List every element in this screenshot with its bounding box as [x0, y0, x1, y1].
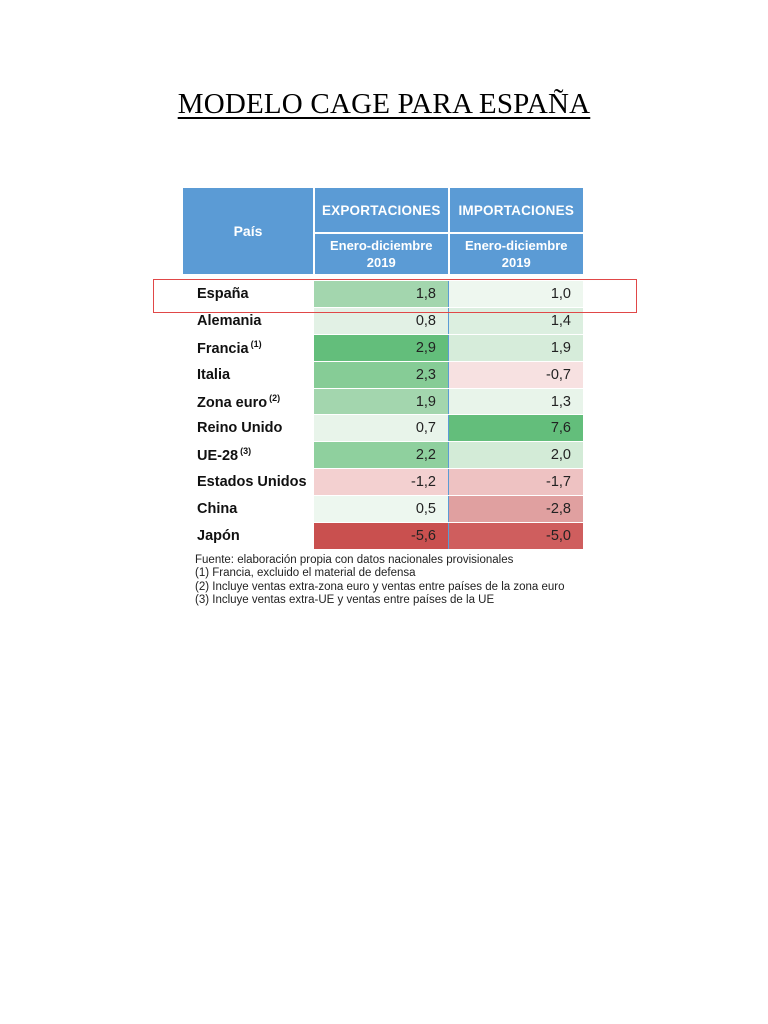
header-imports-period-line1: Enero-diciembre	[464, 238, 568, 253]
table-row: Reino Unido 0,7 7,6	[183, 414, 583, 443]
source-note: Fuente: elaboración propia con datos nac…	[195, 553, 514, 566]
exports-value: 0,8	[314, 307, 449, 335]
exports-value: 1,8	[314, 280, 449, 308]
country-cell: Francia (1)	[183, 334, 314, 362]
page-title: MODELO CAGE PARA ESPAÑA	[177, 88, 591, 120]
footnote-1: (1) Francia, excluido el material de def…	[195, 567, 416, 580]
country-name: Alemania	[197, 312, 262, 329]
country-cell: Estados Unidos	[183, 468, 314, 497]
country-name: España	[197, 285, 249, 302]
country-name: Reino Unido	[197, 420, 283, 437]
trade-table-figure: País EXPORTACIONES IMPORTACIONES Enero-d…	[183, 188, 583, 616]
imports-value: -1,7	[448, 468, 583, 497]
imports-value: 1,0	[448, 280, 583, 308]
table-notes: Fuente: elaboración propia con datos nac…	[183, 550, 583, 616]
header-exports-period: Enero-diciembre 2019	[314, 233, 450, 274]
header-exports-period-line1: Enero-diciembre	[329, 238, 433, 253]
country-footnote-marker: (3)	[240, 446, 252, 457]
exports-value: 0,7	[314, 414, 449, 443]
country-name: Italia	[197, 366, 231, 383]
table-row: Zona euro (2) 1,9 1,3	[183, 388, 583, 416]
header-imports-period: Enero-diciembre 2019	[448, 233, 583, 274]
footnote-2: (2) Incluye ventas extra-zona euro y ven…	[195, 580, 565, 593]
header-imports: IMPORTACIONES	[448, 188, 583, 234]
table-row: España 1,8 1,0	[183, 280, 583, 308]
header-exports-period-line2: 2019	[366, 255, 396, 270]
header-exports: EXPORTACIONES	[314, 188, 450, 234]
country-cell: Japón	[183, 522, 314, 550]
country-name: Francia	[197, 340, 249, 357]
table-row: Italia 2,3 -0,7	[183, 361, 583, 389]
country-cell: Zona euro (2)	[183, 388, 314, 416]
trade-table: País EXPORTACIONES IMPORTACIONES Enero-d…	[183, 188, 583, 550]
table-body: España 1,8 1,0 Alemania 0,8 1,4 Francia (1) 2,9 1…	[183, 280, 583, 550]
exports-value: 2,2	[314, 441, 449, 470]
country-cell: Italia	[183, 361, 314, 389]
country-name: Japón	[197, 527, 240, 544]
country-cell: UE-28 (3)	[183, 441, 314, 470]
table-row: Japón -5,6 -5,0	[183, 522, 583, 550]
exports-value: 0,5	[314, 495, 449, 524]
footnote-3: (3) Incluye ventas extra-UE y ventas ent…	[195, 594, 495, 607]
country-cell: Alemania	[183, 307, 314, 335]
exports-value: 1,9	[314, 388, 449, 416]
country-name: Estados Unidos	[197, 474, 307, 491]
header-country: País	[183, 188, 315, 274]
table-row: Francia (1) 2,9 1,9	[183, 334, 583, 362]
country-name: China	[197, 501, 238, 518]
imports-value: -5,0	[448, 522, 583, 550]
imports-value: 7,6	[448, 414, 583, 443]
country-footnote-marker: (1)	[250, 338, 262, 349]
exports-value: 2,9	[314, 334, 449, 362]
exports-value: 2,3	[314, 361, 449, 389]
imports-value: -2,8	[448, 495, 583, 524]
country-footnote-marker: (2)	[269, 392, 281, 403]
imports-value: 1,3	[448, 388, 583, 416]
imports-value: 2,0	[448, 441, 583, 470]
table-row: UE-28 (3) 2,2 2,0	[183, 441, 583, 470]
country-cell: Reino Unido	[183, 414, 314, 443]
country-name: Zona euro	[197, 394, 268, 411]
table-row: Estados Unidos -1,2 -1,7	[183, 468, 583, 497]
table-row: China 0,5 -2,8	[183, 495, 583, 524]
exports-value: -1,2	[314, 468, 449, 497]
country-name: UE-28	[197, 448, 239, 465]
imports-value: -0,7	[448, 361, 583, 389]
imports-value: 1,4	[448, 307, 583, 335]
exports-value: -5,6	[314, 522, 449, 550]
country-cell: China	[183, 495, 314, 524]
country-cell: España	[183, 280, 314, 308]
imports-value: 1,9	[448, 334, 583, 362]
table-row: Alemania 0,8 1,4	[183, 307, 583, 335]
header-imports-period-line2: 2019	[501, 255, 531, 270]
